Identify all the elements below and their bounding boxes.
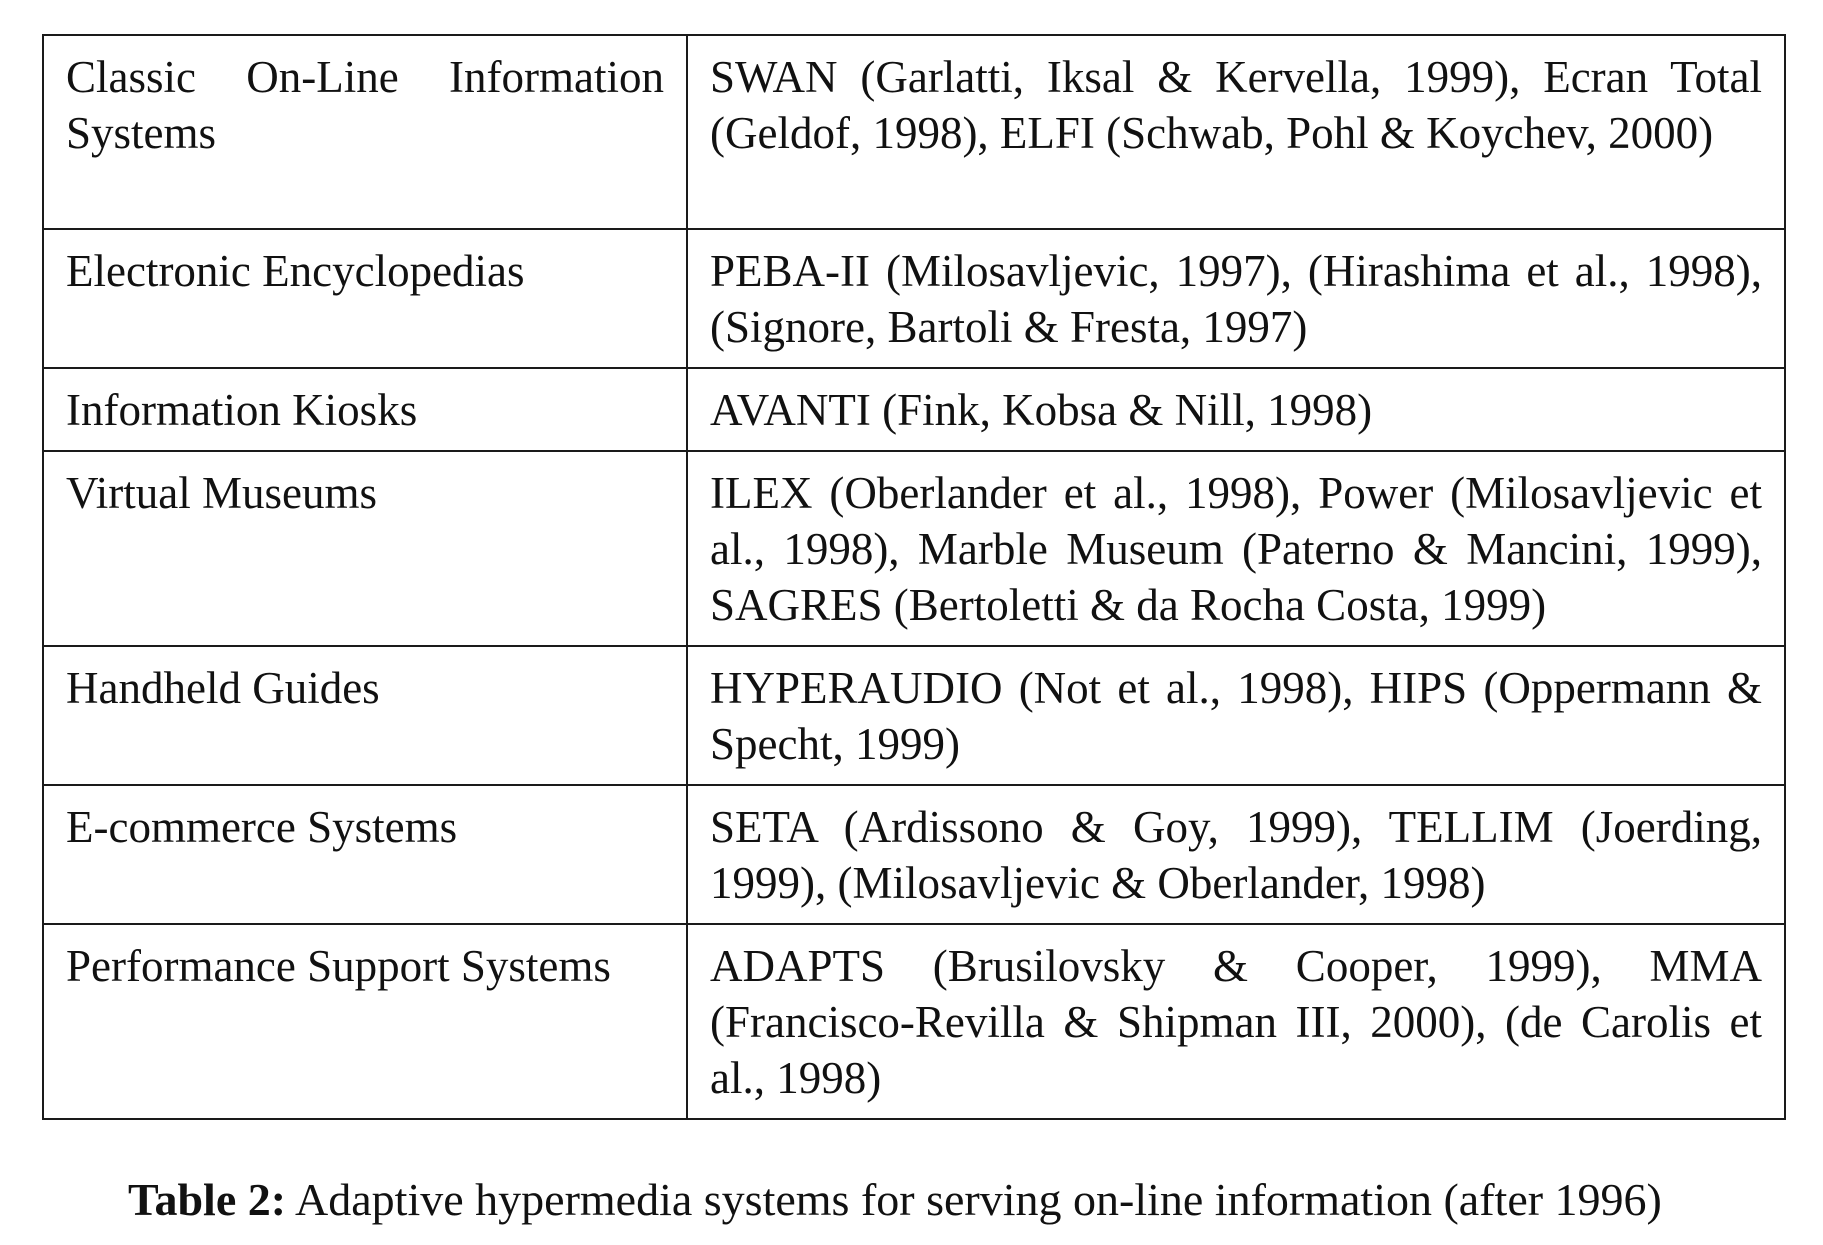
systems-cell: PEBA-II (Milosavljevic, 1997), (Hirashim… <box>686 228 1786 369</box>
category-cell: Virtual Museums <box>42 450 688 647</box>
category-cell: Information Kiosks <box>42 367 688 452</box>
systems-cell: SWAN (Garlatti, Iksal & Kervella, 1999),… <box>686 34 1786 230</box>
table-row: Handheld Guides HYPERAUDIO (Not et al., … <box>42 645 1786 786</box>
table-row: Information Kiosks AVANTI (Fink, Kobsa &… <box>42 367 1786 452</box>
table-row: Classic On-Line Information Systems SWAN… <box>42 34 1786 230</box>
systems-cell: HYPERAUDIO (Not et al., 1998), HIPS (Opp… <box>686 645 1786 786</box>
table-row: Electronic Encyclopedias PEBA-II (Milosa… <box>42 228 1786 369</box>
category-cell: Handheld Guides <box>42 645 688 786</box>
systems-cell: ADAPTS (Brusilovsky & Cooper, 1999), MMA… <box>686 923 1786 1120</box>
category-cell: E-commerce Systems <box>42 784 688 925</box>
category-cell: Performance Support Systems <box>42 923 688 1120</box>
category-cell: Electronic Encyclopedias <box>42 228 688 369</box>
systems-table-container: Classic On-Line Information Systems SWAN… <box>42 34 1786 1120</box>
systems-cell: AVANTI (Fink, Kobsa & Nill, 1998) <box>686 367 1786 452</box>
table-row: Performance Support Systems ADAPTS (Brus… <box>42 923 1786 1120</box>
systems-cell: ILEX (Oberlander et al., 1998), Power (M… <box>686 450 1786 647</box>
caption-label: Table 2: <box>128 1174 287 1225</box>
table-row: Virtual Museums ILEX (Oberlander et al.,… <box>42 450 1786 647</box>
category-cell: Classic On-Line Information Systems <box>42 34 688 230</box>
systems-cell: SETA (Ardissono & Goy, 1999), TELLIM (Jo… <box>686 784 1786 925</box>
table-row: E-commerce Systems SETA (Ardissono & Goy… <box>42 784 1786 925</box>
systems-table: Classic On-Line Information Systems SWAN… <box>42 34 1786 1120</box>
table-caption: Table 2: Adaptive hypermedia systems for… <box>128 1172 1768 1228</box>
caption-text: Adaptive hypermedia systems for serving … <box>295 1174 1662 1225</box>
